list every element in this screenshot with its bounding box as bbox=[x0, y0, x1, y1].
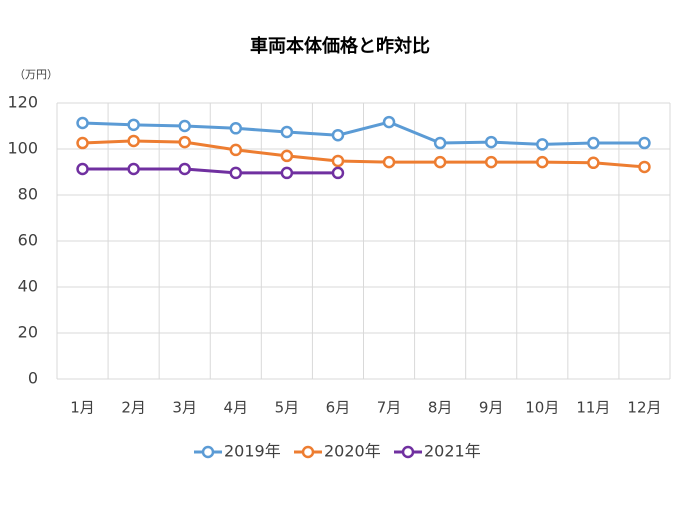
data-point bbox=[433, 155, 447, 169]
x-tick-label: 8月 bbox=[428, 399, 453, 417]
x-tick-label: 6月 bbox=[326, 399, 351, 417]
y-tick-label: 80 bbox=[18, 185, 38, 204]
x-tick-label: 7月 bbox=[377, 399, 402, 417]
data-point bbox=[229, 122, 243, 135]
y-unit: （万円） bbox=[14, 68, 58, 81]
legend-label: 2020年 bbox=[324, 442, 381, 461]
data-point bbox=[536, 155, 549, 169]
data-point bbox=[280, 166, 294, 180]
data-point bbox=[76, 116, 89, 130]
data-point bbox=[178, 135, 191, 149]
y-tick-label: 0 bbox=[28, 369, 38, 388]
data-point bbox=[76, 162, 89, 176]
data-point bbox=[433, 136, 447, 150]
data-point bbox=[587, 136, 600, 150]
x-tick-label: 11月 bbox=[576, 399, 610, 417]
legend-marker bbox=[201, 445, 215, 459]
y-tick-label: 120 bbox=[7, 93, 38, 112]
data-point bbox=[484, 135, 498, 149]
y-tick-label: 60 bbox=[18, 231, 38, 250]
data-point bbox=[127, 162, 140, 176]
legend-label: 2021年 bbox=[424, 442, 481, 461]
x-tick-label: 2月 bbox=[121, 399, 146, 417]
legend-marker bbox=[401, 445, 415, 459]
data-point bbox=[280, 125, 294, 139]
series-line bbox=[82, 120, 645, 146]
x-tick-label: 4月 bbox=[224, 399, 249, 417]
data-point bbox=[484, 155, 498, 169]
y-tick-label: 40 bbox=[18, 277, 38, 296]
y-tick-label: 100 bbox=[7, 139, 38, 158]
data-point bbox=[638, 136, 651, 150]
legend-marker bbox=[301, 445, 315, 459]
x-tick-label: 5月 bbox=[275, 399, 300, 417]
x-tick-label: 12月 bbox=[627, 399, 661, 417]
data-point bbox=[382, 115, 396, 129]
x-tick-label: 3月 bbox=[172, 399, 197, 417]
y-tick-label: 20 bbox=[18, 323, 38, 342]
data-point bbox=[280, 149, 294, 163]
data-point bbox=[229, 143, 243, 157]
data-point bbox=[127, 134, 140, 148]
data-point bbox=[178, 119, 191, 133]
data-point bbox=[76, 136, 89, 150]
data-point bbox=[331, 166, 345, 180]
series-line bbox=[82, 139, 645, 169]
data-point bbox=[229, 166, 243, 180]
x-tick-label: 9月 bbox=[479, 399, 504, 417]
data-point bbox=[127, 118, 140, 132]
data-point bbox=[331, 128, 345, 142]
data-point bbox=[587, 156, 600, 170]
x-tick-label: 1月 bbox=[70, 399, 95, 417]
data-point bbox=[178, 162, 191, 176]
data-point bbox=[331, 154, 345, 168]
chart-title: 車両本体価格と昨対比 bbox=[250, 35, 430, 57]
data-point bbox=[382, 155, 396, 169]
data-point bbox=[536, 138, 549, 151]
series-line bbox=[82, 167, 338, 175]
data-point bbox=[638, 160, 651, 174]
legend-label: 2019年 bbox=[224, 442, 281, 461]
x-tick-label: 10月 bbox=[525, 399, 559, 417]
